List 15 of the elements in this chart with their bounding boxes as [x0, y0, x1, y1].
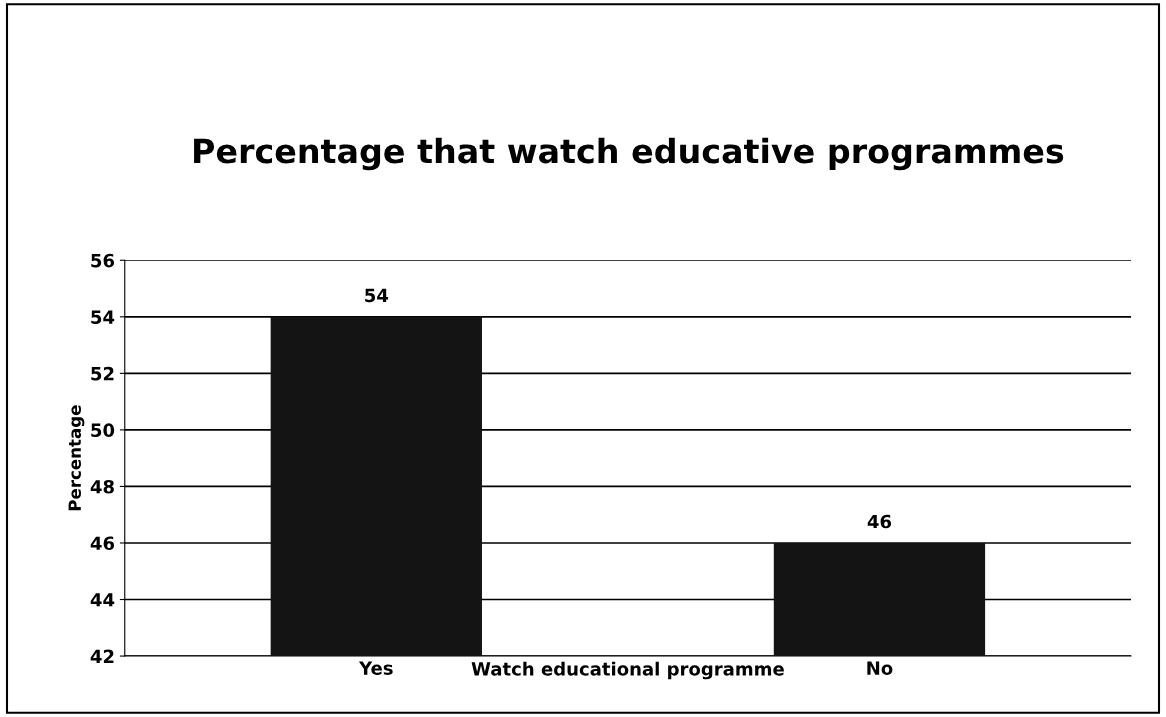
data-label: 46	[867, 514, 892, 529]
y-tick-label: 44	[90, 593, 115, 607]
x-tick-label: Yes	[358, 661, 393, 675]
y-tick-label: 48	[90, 479, 114, 494]
y-tick-label: 46	[90, 536, 115, 551]
y-tick-label: 56	[91, 253, 115, 268]
y-tick-label: 52	[91, 366, 114, 381]
data-label: 54	[365, 288, 389, 303]
x-axis-title: Watch educational programme	[471, 661, 784, 680]
y-tick-label: 50	[91, 423, 115, 438]
y-tick-label: 54	[91, 310, 115, 324]
x-tick-label: No	[867, 661, 893, 675]
chart-title: Percentage that watch educative programmes	[194, 137, 1064, 171]
y-axis-title: Percentage	[68, 405, 85, 511]
y-tick-label: 42	[90, 649, 114, 663]
